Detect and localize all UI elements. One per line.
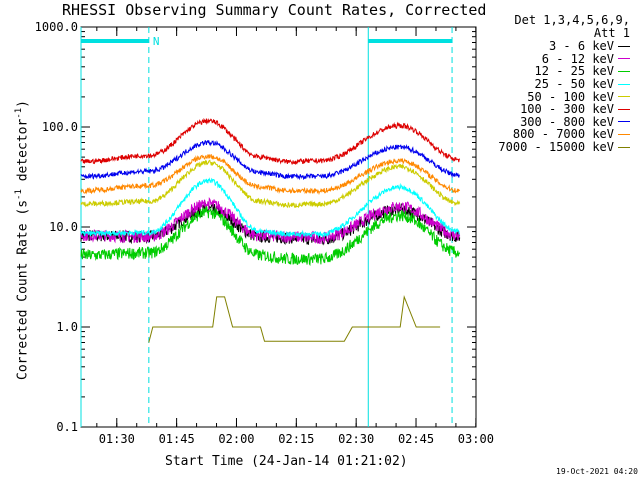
x-tick-label-6: 03:00 bbox=[458, 432, 494, 446]
series-line-2 bbox=[80, 204, 461, 267]
y-tick-label-0: 0.1 bbox=[56, 420, 78, 434]
y-label-sup1: -1 bbox=[14, 189, 24, 200]
chart-title: RHESSI Observing Summary Count Rates, Co… bbox=[62, 1, 487, 19]
legend-entry-label: 6 - 12 keV bbox=[541, 51, 614, 66]
x-tick-label-4: 02:30 bbox=[338, 432, 374, 446]
y-label-sup2: -1 bbox=[14, 107, 24, 119]
series-line-6 bbox=[80, 140, 461, 181]
series-line-3 bbox=[80, 177, 461, 239]
legend-swatch bbox=[618, 83, 630, 85]
y-axis-label: Corrected Count Rate (s-1 detector-1) bbox=[14, 100, 30, 380]
y-label-mid: detector bbox=[15, 118, 31, 190]
legend-entry-label: 800 - 7000 keV bbox=[512, 127, 614, 142]
series-line-4 bbox=[80, 159, 461, 209]
y-label-main: Corrected Count Rate (s bbox=[15, 199, 31, 380]
y-tick-label-4: 1000.0 bbox=[35, 20, 78, 34]
series-line-5 bbox=[80, 117, 461, 166]
y-tick-label-1: 1.0 bbox=[56, 320, 78, 334]
y-label-end: ) bbox=[15, 100, 31, 108]
night-bar-label-0: N bbox=[153, 35, 160, 48]
series-line-1 bbox=[80, 197, 461, 245]
legend-swatch bbox=[618, 121, 630, 123]
legend-header: Det 1,3,4,5,6,9, Att 1 bbox=[460, 14, 630, 40]
legend-entry-label: 7000 - 15000 keV bbox=[498, 140, 614, 155]
legend-entry-label: 25 - 50 keV bbox=[534, 77, 614, 92]
legend-header-line-2: Att 1 bbox=[593, 26, 630, 40]
legend: Det 1,3,4,5,6,9, Att 1 3 - 6 keV 6 - 12 k… bbox=[460, 14, 630, 155]
legend-swatch bbox=[618, 96, 630, 98]
legend-entry: 50 - 100 keV bbox=[460, 89, 630, 104]
legend-header-line-1: Det 1,3,4,5,6,9, bbox=[514, 13, 630, 27]
legend-entry-label: 300 - 800 keV bbox=[520, 114, 614, 129]
legend-entry: 300 - 800 keV bbox=[460, 114, 630, 129]
series-line-7 bbox=[80, 154, 461, 196]
x-tick-label-2: 02:00 bbox=[218, 432, 254, 446]
legend-swatch bbox=[618, 58, 630, 60]
legend-entry-label: 50 - 100 keV bbox=[527, 89, 614, 104]
legend-entry-label: 3 - 6 keV bbox=[548, 39, 614, 54]
y-tick-label-3: 100.0 bbox=[42, 120, 78, 134]
legend-swatch bbox=[618, 108, 630, 110]
legend-entry: 3 - 6 keV bbox=[460, 39, 630, 54]
y-tick-label-2: 10.0 bbox=[49, 220, 78, 234]
legend-entry: 6 - 12 keV bbox=[460, 51, 630, 66]
x-tick-label-3: 02:15 bbox=[278, 432, 314, 446]
x-axis-label: Start Time (24-Jan-14 01:21:02) bbox=[165, 454, 408, 469]
x-tick-label-0: 01:30 bbox=[99, 432, 135, 446]
legend-entry: 7000 - 15000 keV bbox=[460, 140, 630, 155]
plot-timestamp: 19-Oct-2021 04:20 bbox=[556, 467, 638, 476]
x-tick-label-5: 02:45 bbox=[398, 432, 434, 446]
legend-swatch bbox=[618, 70, 630, 72]
series-line-8 bbox=[148, 294, 441, 343]
x-tick-label-1: 01:45 bbox=[159, 432, 195, 446]
legend-entry-label: 100 - 300 keV bbox=[520, 102, 614, 117]
legend-rows: 3 - 6 keV 6 - 12 keV 12 - 25 keV 25 - 50 ke… bbox=[460, 39, 630, 155]
legend-entry: 100 - 300 keV bbox=[460, 102, 630, 117]
legend-entry: 25 - 50 keV bbox=[460, 77, 630, 92]
plot-frame bbox=[80, 26, 477, 428]
legend-entry: 800 - 7000 keV bbox=[460, 127, 630, 142]
legend-entry: 12 - 25 keV bbox=[460, 64, 630, 79]
legend-swatch bbox=[618, 146, 630, 148]
legend-entry-label: 12 - 25 keV bbox=[534, 64, 614, 79]
legend-swatch bbox=[618, 45, 630, 47]
legend-swatch bbox=[618, 133, 630, 135]
